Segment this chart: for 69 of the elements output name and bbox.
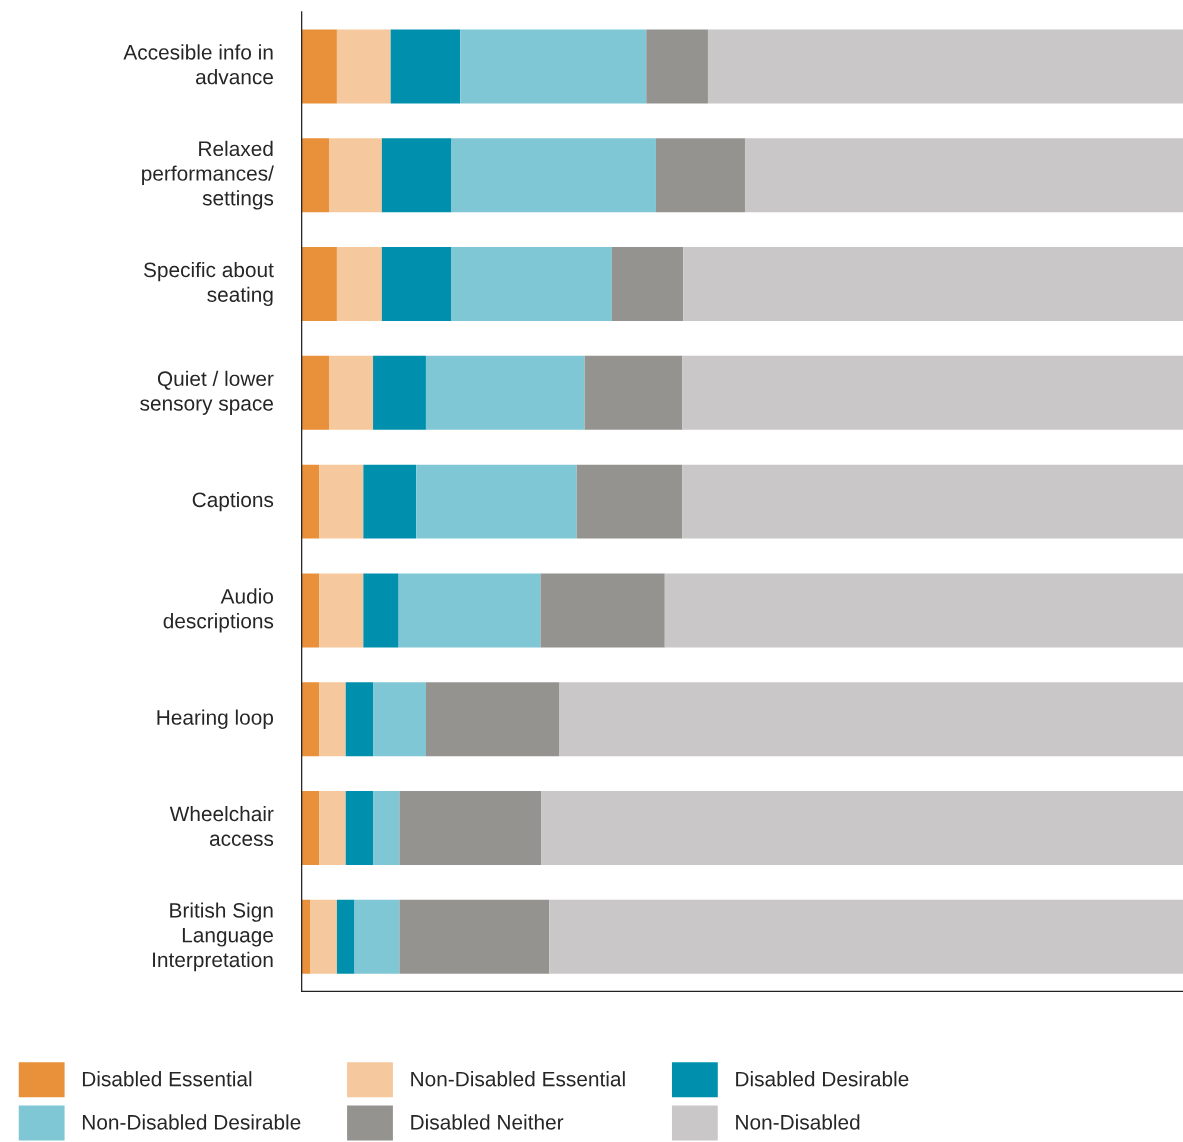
bar: [460, 29, 647, 104]
y-tick-label: Relaxed performances/ settings: [142, 140, 274, 210]
legend-label: Non-Disabled Essential: [411, 1071, 625, 1087]
y-tick-label: Accesible info in advance: [123, 44, 273, 85]
bar: [319, 573, 364, 648]
bar: [373, 355, 426, 430]
bar: [451, 247, 612, 321]
bar: [328, 355, 374, 430]
bar: [328, 138, 382, 213]
bar: [559, 682, 1183, 757]
bar: [301, 355, 329, 430]
bar: [682, 355, 1183, 430]
bar: [707, 29, 1183, 104]
bar: [336, 899, 355, 974]
legend-label: Disabled Desirable: [736, 1071, 909, 1087]
bar: [451, 138, 656, 213]
bar: [744, 138, 1183, 213]
bar: [363, 464, 417, 539]
bar: [301, 899, 311, 974]
legend-label: Non-Disabled: [736, 1114, 860, 1130]
bar: [549, 899, 1183, 974]
y-tick-label: Captions: [192, 491, 274, 512]
bar: [319, 791, 346, 866]
y-tick-label: Audio descriptions: [163, 588, 274, 633]
bar: [381, 247, 452, 321]
bar: [584, 355, 683, 430]
bar: [646, 29, 708, 104]
y-tick-label: British Sign Language Interpretation: [153, 902, 273, 972]
legend-label: Disabled Neither: [411, 1114, 564, 1130]
bar: [373, 791, 400, 866]
bar: [301, 791, 320, 866]
bar: [336, 247, 382, 321]
bar: [425, 355, 585, 430]
bar: [399, 791, 542, 866]
bar: [345, 682, 374, 757]
bar: [301, 464, 320, 539]
bar: [319, 682, 346, 757]
bar: [363, 573, 399, 648]
bar: [390, 29, 461, 104]
bar: [354, 899, 400, 974]
bar: [301, 247, 337, 321]
y-tick-label: Hearing loop: [157, 709, 274, 729]
bar: [655, 138, 745, 213]
bar: [611, 247, 684, 321]
bar: [301, 29, 337, 104]
bar: [319, 464, 364, 539]
bar: [540, 573, 665, 648]
bar: [399, 899, 550, 974]
bar: [301, 682, 320, 757]
y-tick-label: Quiet / lower sensory space: [140, 370, 274, 415]
bar: [373, 682, 426, 757]
legend-label: Disabled Essential: [82, 1071, 252, 1087]
bar: [541, 791, 1183, 866]
bar: [682, 464, 1183, 539]
y-tick-label: Specific about seating: [143, 261, 274, 307]
bar: [336, 29, 391, 104]
bar: [664, 573, 1183, 648]
bar: [310, 899, 337, 974]
bar: [301, 138, 329, 213]
bar: [416, 464, 577, 539]
bar: [425, 682, 560, 757]
bar: [683, 247, 1183, 321]
y-tick-label: Wheelchair access: [169, 805, 274, 846]
bar: [301, 573, 320, 648]
bar: [576, 464, 683, 539]
bar: [345, 791, 374, 866]
bar: [398, 573, 541, 648]
bar: [381, 138, 452, 213]
legend-label: Non-Disabled Desirable: [82, 1114, 301, 1130]
